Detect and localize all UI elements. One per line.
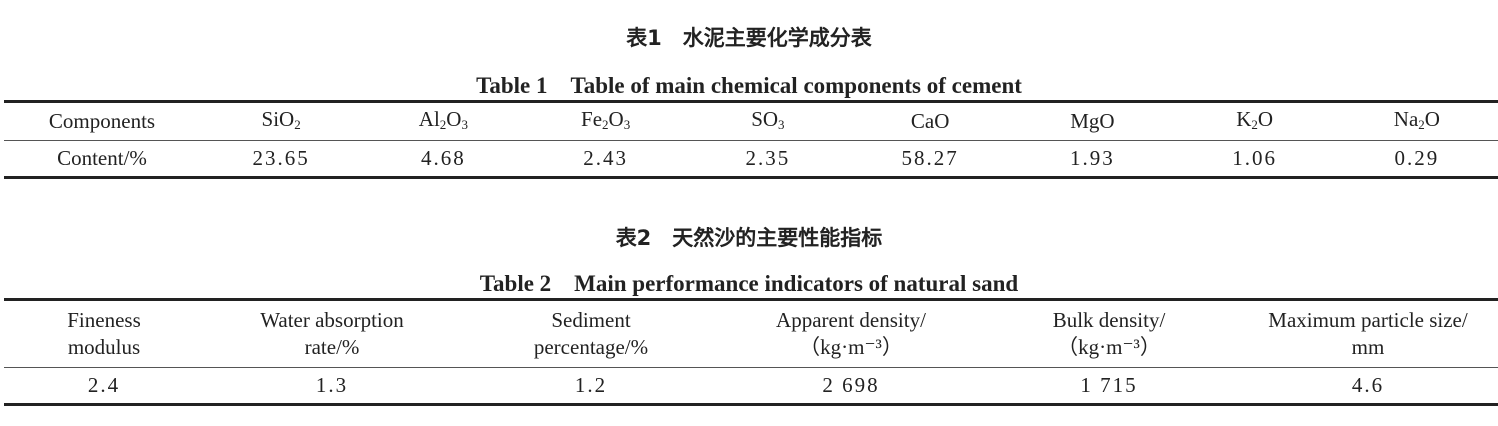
property-value: 1.3 [315,373,349,397]
formula-subscript: 2 [1418,116,1425,132]
formula-element: O [608,106,624,131]
component-content: 23.65 [252,146,310,170]
formula-subscript: 2 [439,116,447,132]
formula-element: S [751,106,763,131]
property-value: 2 698 [822,373,880,397]
column-header: Sediment percentage/% [460,299,722,368]
column-header: Water absorption rate/% [204,299,460,368]
header-line: modulus [67,335,141,359]
header-line: Apparent density/ [776,308,926,332]
formula-subscript: 3 [623,116,631,132]
formula-subscript: 3 [461,116,468,132]
row-label: Content/% [57,146,147,170]
component-header: Al2O3 [362,101,525,141]
header-line: rate/% [304,335,360,359]
property-value: 4.6 [1351,373,1385,397]
header-line: Water absorption [260,308,404,332]
property-value: 1.2 [574,373,608,397]
component-header: CaO [849,101,1012,141]
column-header: Fineness modulus [4,299,204,368]
formula-element: MgO [1070,109,1115,133]
formula-element: O [1424,106,1440,131]
component-content: 2.35 [745,146,791,170]
formula-element: O [1257,106,1274,131]
header-line: Fineness [67,308,141,332]
header-line: mm [1351,335,1385,359]
formula-element: Al [418,106,440,131]
formula-subscript: 2 [294,116,301,132]
table2-caption-cn: 表2 天然沙的主要性能指标 [615,226,883,250]
formula-element: O [279,106,295,131]
component-header: SiO2 [200,101,363,141]
column-header: Maximum particle size/mm [1238,299,1498,368]
column-header: Bulk density/ （kg·m⁻³） [980,299,1238,368]
header-line: Sediment [551,308,631,332]
formula-element: CaO [910,109,950,133]
component-header: Fe2O3 [524,101,687,141]
formula-element: Si [261,106,280,131]
formula-element: K [1236,106,1252,131]
column-header: Apparent density/ （kg·m⁻³） [722,299,980,368]
header-line: Bulk density/ [1052,308,1166,332]
component-content: 2.43 [583,146,628,170]
table1-caption-cn: 表1 水泥主要化学成分表 [626,26,872,50]
header-line: percentage/% [533,335,649,359]
property-value: 2.4 [87,373,121,397]
property-value: 1 715 [1080,373,1138,397]
row-header: Components [4,101,200,141]
component-content: 1.93 [1070,146,1115,170]
sand-properties-table: Fineness modulus Water absorption rate/% Sed… [4,298,1498,406]
table1-caption-en: Table 1 Table of main chemical component… [476,73,1022,98]
header-line: （kg·m⁻³） [1057,335,1161,359]
component-header: K2O [1173,101,1336,141]
component-header: Na2O [1335,101,1498,141]
formula-element: Na [1393,106,1419,131]
formula-element: O [446,106,462,131]
cement-components-table: Components SiO2 Al2O3 Fe2O3 SO3 CaO MgO K2O Na2O… [4,100,1498,179]
component-content: 4.68 [421,146,466,170]
formula-element: O [762,106,779,131]
header-line: Maximum particle size/ [1268,308,1468,332]
component-content: 0.29 [1394,146,1440,170]
component-header: MgO [1011,101,1174,141]
formula-subscript: 2 [1251,116,1258,132]
component-content: 1.06 [1232,146,1277,170]
header-line: （kg·m⁻³） [799,335,903,359]
formula-element: Fe [581,106,603,131]
formula-subscript: 2 [602,116,609,132]
table2-caption-en: Table 2 Main performance indicators of n… [479,271,1019,296]
component-header: SO3 [686,101,849,141]
component-content: 58.27 [901,146,959,170]
formula-subscript: 3 [778,116,785,132]
